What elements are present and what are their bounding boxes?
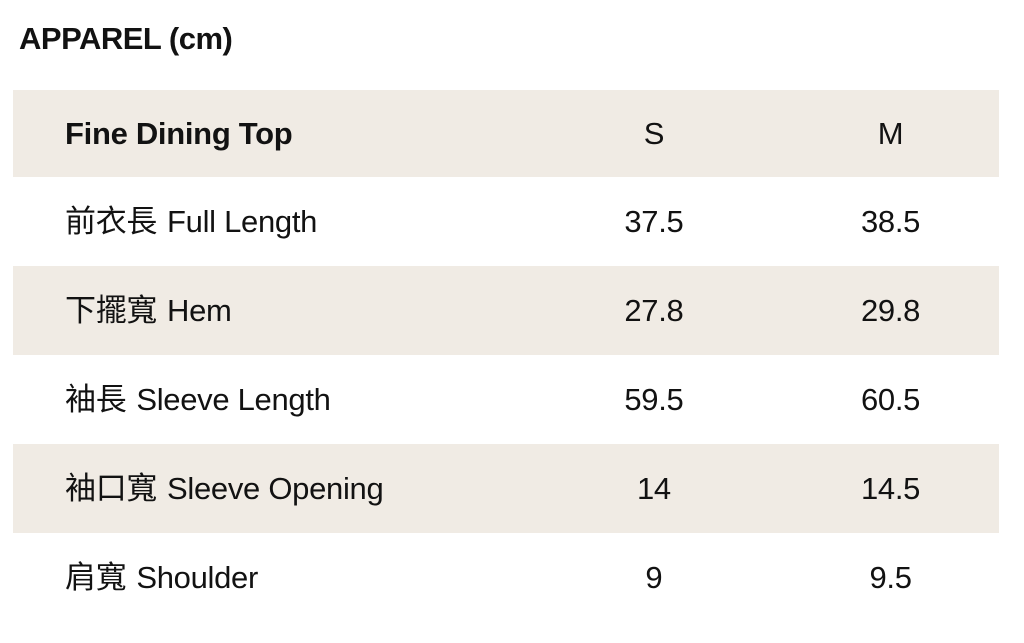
size-s-value: 59.5 <box>624 381 684 417</box>
table-row: 下擺寬 Hem 27.8 29.8 <box>13 266 999 355</box>
size-s-value: 14 <box>636 470 671 506</box>
measurement-label-en: Hem <box>167 292 232 328</box>
table-header-row: Fine Dining Top S M <box>13 90 999 177</box>
size-m-value: 9.5 <box>869 559 912 595</box>
measurement-label-en: Shoulder <box>136 559 259 595</box>
measurement-label-en: Sleeve Length <box>136 381 331 417</box>
measurement-label: 肩寬 Shoulder <box>13 533 526 622</box>
size-m-value: 29.8 <box>860 292 921 328</box>
product-name-header: Fine Dining Top <box>65 115 293 151</box>
size-m-value: 60.5 <box>860 381 921 417</box>
measurement-label-zh: 肩寬 <box>65 559 127 595</box>
measurement-label-en: Full Length <box>167 203 318 239</box>
measurement-label: 前衣長 Full Length <box>13 177 526 266</box>
measurement-label-zh: 下擺寬 <box>65 292 158 328</box>
page-title: APPAREL (cm) <box>19 21 233 56</box>
table-row: 袖口寬 Sleeve Opening 14 14.5 <box>13 444 999 533</box>
measurement-label: 下擺寬 Hem <box>13 266 526 355</box>
size-m-value: 14.5 <box>860 470 921 506</box>
size-s-header: S <box>643 115 665 151</box>
table-row: 前衣長 Full Length 37.5 38.5 <box>13 177 999 266</box>
size-m-value: 38.5 <box>860 203 921 239</box>
size-s-value: 9 <box>645 559 663 595</box>
table-row: 袖長 Sleeve Length 59.5 60.5 <box>13 355 999 444</box>
measurement-label: 袖口寬 Sleeve Opening <box>13 444 526 533</box>
size-chart-table: Fine Dining Top S M 前衣長 Full Length 37.5 … <box>13 90 999 622</box>
measurement-label-zh: 前衣長 <box>65 203 158 239</box>
size-s-value: 27.8 <box>624 292 684 328</box>
measurement-label-zh: 袖口寬 <box>65 470 158 506</box>
measurement-label: 袖長 Sleeve Length <box>13 355 526 444</box>
size-m-header: M <box>877 115 904 151</box>
table-row: 肩寬 Shoulder 9 9.5 <box>13 533 999 622</box>
measurement-label-zh: 袖長 <box>65 381 127 417</box>
measurement-label-en: Sleeve Opening <box>167 470 384 506</box>
size-s-value: 37.5 <box>624 203 684 239</box>
